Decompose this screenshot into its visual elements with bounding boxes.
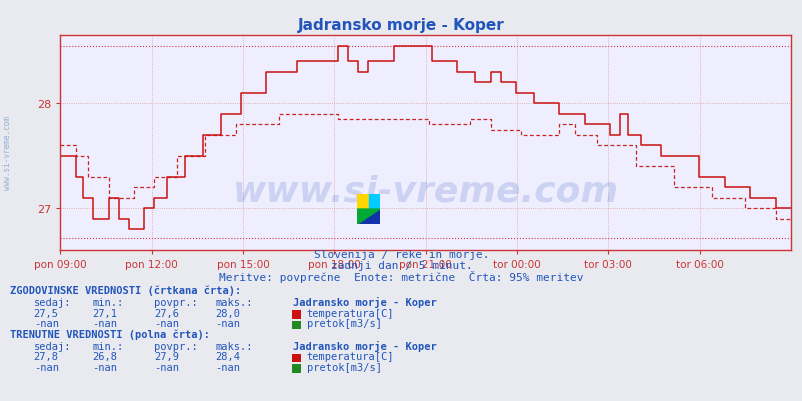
Text: -nan: -nan bbox=[215, 318, 240, 328]
Text: temperatura[C]: temperatura[C] bbox=[306, 308, 394, 318]
Text: povpr.:: povpr.: bbox=[154, 341, 197, 351]
Text: -nan: -nan bbox=[34, 318, 59, 328]
Text: 28,4: 28,4 bbox=[215, 351, 240, 361]
Bar bbox=[368, 194, 379, 225]
Text: Meritve: povprečne  Enote: metrične  Črta: 95% meritev: Meritve: povprečne Enote: metrične Črta:… bbox=[219, 270, 583, 282]
Polygon shape bbox=[357, 209, 379, 225]
Text: 27,1: 27,1 bbox=[92, 308, 117, 318]
Text: 27,6: 27,6 bbox=[154, 308, 179, 318]
Text: -nan: -nan bbox=[154, 318, 179, 328]
Text: temperatura[C]: temperatura[C] bbox=[306, 351, 394, 361]
Text: Jadransko morje - Koper: Jadransko morje - Koper bbox=[293, 340, 436, 351]
Text: Slovenija / reke in morje.: Slovenija / reke in morje. bbox=[314, 249, 488, 259]
Text: min.:: min.: bbox=[92, 298, 124, 308]
Text: -nan: -nan bbox=[154, 362, 179, 372]
Text: -nan: -nan bbox=[92, 318, 117, 328]
Text: 27,5: 27,5 bbox=[34, 308, 59, 318]
Text: povpr.:: povpr.: bbox=[154, 298, 197, 308]
Text: 28,0: 28,0 bbox=[215, 308, 240, 318]
Text: pretok[m3/s]: pretok[m3/s] bbox=[306, 318, 381, 328]
Text: pretok[m3/s]: pretok[m3/s] bbox=[306, 362, 381, 372]
Text: sedaj:: sedaj: bbox=[34, 298, 71, 308]
Text: maks.:: maks.: bbox=[215, 341, 253, 351]
Bar bbox=[357, 194, 368, 225]
Text: www.si-vreme.com: www.si-vreme.com bbox=[233, 174, 618, 207]
Text: Jadransko morje - Koper: Jadransko morje - Koper bbox=[298, 18, 504, 33]
Text: www.si-vreme.com: www.si-vreme.com bbox=[2, 115, 12, 189]
Text: -nan: -nan bbox=[92, 362, 117, 372]
Text: zadnji dan / 5 minut.: zadnji dan / 5 minut. bbox=[330, 261, 472, 271]
Text: sedaj:: sedaj: bbox=[34, 341, 71, 351]
Text: 27,8: 27,8 bbox=[34, 351, 59, 361]
Text: ZGODOVINSKE VREDNOSTI (črtkana črta):: ZGODOVINSKE VREDNOSTI (črtkana črta): bbox=[10, 285, 241, 296]
Text: -nan: -nan bbox=[34, 362, 59, 372]
Text: 27,9: 27,9 bbox=[154, 351, 179, 361]
Text: maks.:: maks.: bbox=[215, 298, 253, 308]
Text: min.:: min.: bbox=[92, 341, 124, 351]
Polygon shape bbox=[357, 209, 379, 225]
Text: TRENUTNE VREDNOSTI (polna črta):: TRENUTNE VREDNOSTI (polna črta): bbox=[10, 328, 209, 339]
Text: Jadransko morje - Koper: Jadransko morje - Koper bbox=[293, 297, 436, 308]
Text: 26,8: 26,8 bbox=[92, 351, 117, 361]
Text: -nan: -nan bbox=[215, 362, 240, 372]
